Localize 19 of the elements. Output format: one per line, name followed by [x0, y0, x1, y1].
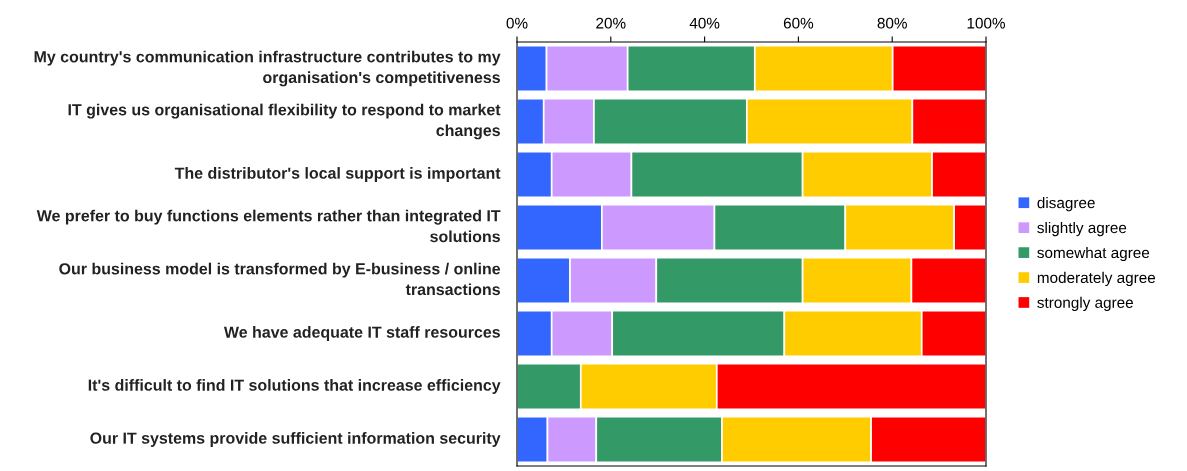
legend-label: disagree: [1037, 197, 1095, 212]
x-tick-label: 100%: [967, 17, 1005, 29]
y-tick-label: The distributor's local support is important: [174, 167, 501, 182]
y-tick-label: IT gives us organisational flexibility to respond to market changes: [68, 103, 501, 140]
y-tick-label: We prefer to buy functions elements rather than integrated IT solutions: [36, 209, 501, 243]
x-tick-label: 60%: [783, 17, 814, 29]
legend-label: moderately agree: [1037, 271, 1156, 287]
x-tick-label: 20%: [596, 17, 626, 29]
legend-label: slightly agree: [1037, 221, 1127, 237]
y-tick-label: Our business model is transformed by E-business / online transactions: [59, 262, 501, 296]
legend-label: strongly agree: [1037, 296, 1133, 311]
text: somewhat agree: [1037, 246, 1150, 262]
y-tick-label: Our IT systems provide sufficient information security: [90, 432, 501, 447]
y-tick-label: It's difficult to find IT solutions that increase efficiency: [88, 379, 501, 394]
x-tick-label: 40%: [689, 17, 720, 29]
y-tick-label: We have adequate IT staff resources: [223, 326, 500, 341]
y-tick-label: My country's communication infrastructure contributes to my organisation's competitiveness: [34, 50, 501, 87]
x-tick-label: 0%: [506, 17, 528, 29]
x-tick-label: 80%: [877, 17, 907, 29]
